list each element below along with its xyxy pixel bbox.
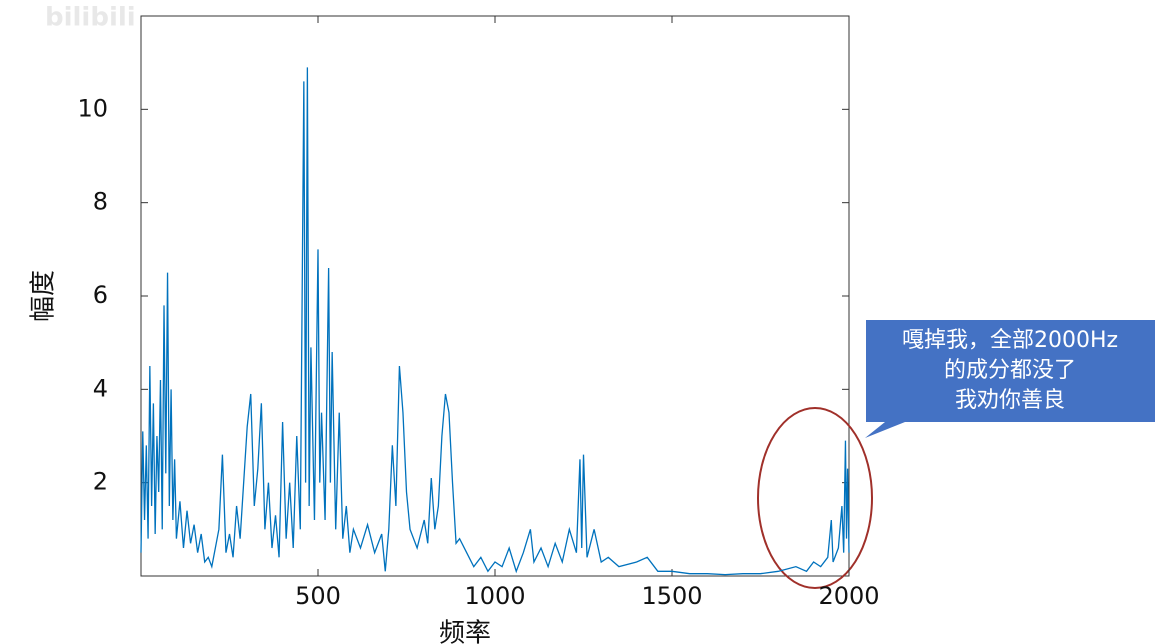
y-tick-label: 4: [93, 374, 108, 402]
x-tick-label: 1000: [464, 582, 525, 610]
x-tick-label: 1500: [641, 582, 702, 610]
y-tick-label: 2: [93, 468, 108, 496]
callout-text: 我劝你善良: [955, 388, 1065, 413]
x-tick-label: 500: [295, 582, 341, 610]
plot-frame: [140, 15, 850, 577]
y-tick-label: 10: [77, 94, 108, 122]
x-axis-label: 频率: [439, 619, 491, 644]
highlight-ellipse: [757, 407, 873, 589]
y-tick-label: 6: [93, 281, 108, 309]
y-tick-label: 8: [93, 188, 108, 216]
callout-text: 的成分都没了: [944, 358, 1076, 383]
callout-box: [865, 320, 1155, 438]
watermark: bilibili: [45, 3, 136, 33]
y-axis-label: 幅度: [29, 270, 59, 322]
spectrum-line: [140, 67, 850, 576]
x-tick-label: 2000: [818, 582, 879, 610]
callout-text: 嘎掉我，全部2000Hz: [902, 328, 1118, 353]
